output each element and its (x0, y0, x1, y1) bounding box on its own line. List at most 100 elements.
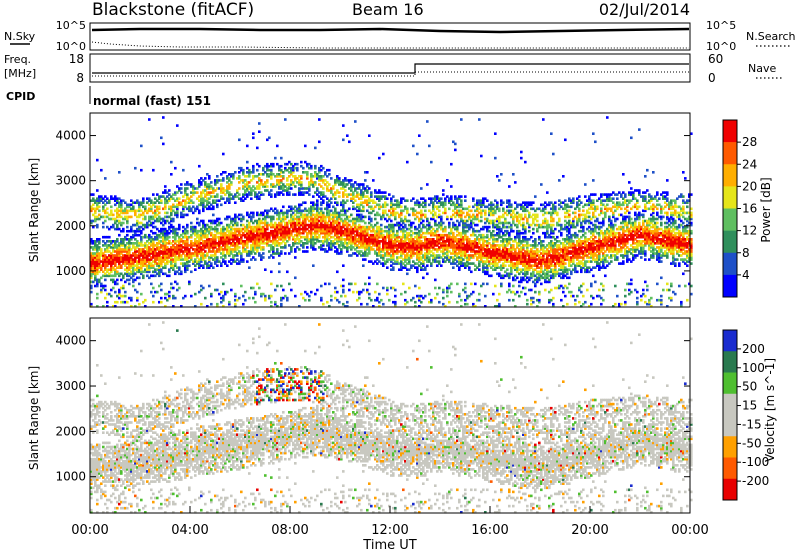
power-cell (250, 250, 253, 253)
power-cell (464, 195, 467, 198)
power-cell (170, 213, 173, 217)
power-cell (392, 211, 395, 215)
power-cell (290, 215, 293, 219)
power-cell (190, 201, 193, 204)
power-cell (462, 262, 465, 265)
power-cell (198, 248, 201, 251)
power-cell (418, 256, 421, 259)
power-cell (166, 211, 169, 215)
power-cell (342, 223, 345, 227)
power-cell (220, 300, 223, 304)
power-cell (462, 242, 465, 245)
power-cell (452, 238, 455, 241)
power-cell (156, 199, 159, 202)
power-cell (320, 219, 323, 223)
power-cell (480, 227, 483, 231)
power-cell (260, 181, 263, 184)
power-cell (480, 203, 483, 207)
power-cell (90, 254, 93, 257)
power-cell (118, 264, 121, 267)
power-cell (110, 258, 113, 261)
power-cell (182, 264, 185, 267)
power-cell (424, 199, 427, 202)
power-cell (404, 264, 407, 267)
power-cell (406, 209, 409, 213)
power-cell (268, 175, 271, 178)
power-cell (138, 282, 141, 286)
power-cell (318, 225, 321, 229)
power-cell (242, 199, 245, 202)
power-cell (164, 199, 167, 202)
power-cell (362, 183, 365, 186)
power-cell (324, 238, 327, 241)
power-cell (98, 264, 101, 267)
power-cell (350, 197, 353, 200)
power-cell (168, 250, 171, 253)
power-cell (462, 288, 465, 292)
power-cell (216, 235, 219, 239)
power-cell (146, 268, 149, 271)
power-cell (358, 205, 361, 209)
power-cell (312, 240, 315, 243)
power-cell (298, 175, 301, 178)
power-cell (304, 221, 307, 225)
power-cell (480, 250, 483, 253)
power-cell (376, 240, 379, 243)
power-cell (224, 242, 227, 245)
power-cell (478, 254, 481, 257)
power-cell (104, 248, 107, 251)
power-cell (138, 215, 141, 219)
power-cell (286, 187, 289, 190)
power-cell (440, 235, 443, 239)
power-cell (438, 260, 441, 263)
power-cell (430, 242, 433, 245)
power-cell (352, 221, 355, 225)
power-cell (126, 272, 129, 276)
power-cell (336, 189, 339, 192)
power-cell (106, 250, 109, 253)
power-cell (406, 227, 409, 231)
power-cell (204, 296, 207, 300)
power-cell (278, 213, 281, 217)
power-cell (284, 211, 287, 215)
power-cell (326, 209, 329, 213)
power-cell (356, 229, 359, 233)
power-cell (232, 250, 235, 253)
power-cell (442, 193, 445, 196)
power-cell (430, 229, 433, 233)
power-cell (164, 227, 167, 231)
power-cell (272, 225, 275, 229)
power-cell (128, 240, 131, 243)
power-cell (246, 160, 249, 164)
power-cell (320, 201, 323, 204)
nsky-tick-low: 10^0 (56, 40, 86, 53)
power-cell (90, 280, 93, 284)
power-cell (214, 250, 217, 253)
power-cell (138, 248, 141, 251)
power-cell (104, 288, 107, 292)
power-cell (364, 225, 367, 229)
power-cell (344, 211, 347, 215)
power-cell (204, 189, 207, 192)
power-cell (450, 199, 453, 202)
power-cell (476, 250, 479, 253)
power-cell (298, 233, 301, 237)
power-cell (126, 233, 129, 237)
power-cell (292, 244, 295, 247)
power-cell (270, 189, 273, 192)
power-cell (252, 286, 255, 290)
power-cell (302, 193, 305, 196)
power-cell (312, 203, 315, 207)
power-cell (218, 217, 221, 221)
power-cell (208, 201, 211, 204)
power-cell (238, 296, 241, 300)
power-cell (470, 250, 473, 253)
power-cell (148, 235, 151, 239)
power-cell (176, 197, 179, 200)
power-cell (166, 219, 169, 223)
power-cell (182, 168, 185, 172)
power-cell (446, 294, 449, 298)
power-cell (214, 244, 217, 247)
power-cell (172, 229, 175, 233)
power-cell (426, 223, 429, 227)
